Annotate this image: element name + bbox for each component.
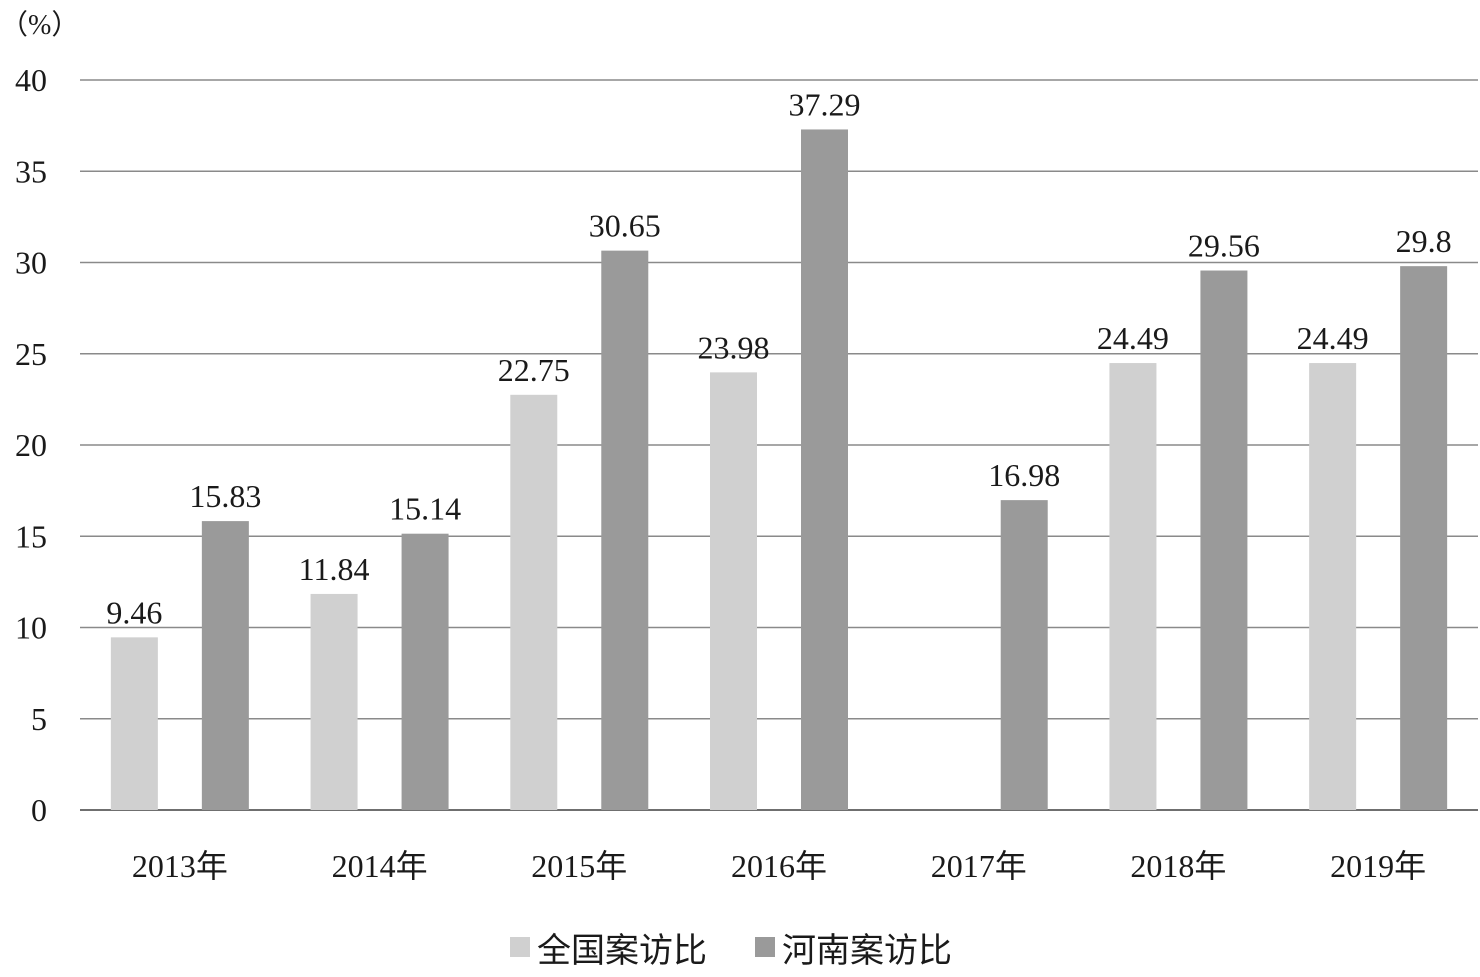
y-tick-label: 20: [15, 427, 47, 463]
bar-national-2015: [510, 394, 558, 810]
bar-henan-2019: [1400, 266, 1448, 810]
y-tick-label: 40: [15, 62, 47, 98]
x-category-label: 2017年: [931, 848, 1027, 884]
data-label: 22.75: [498, 352, 570, 388]
gridlines: [80, 79, 1478, 811]
y-unit-label: （%）: [0, 9, 79, 41]
y-tick-label: 10: [15, 610, 47, 646]
x-category-label: 2016年: [731, 848, 827, 884]
legend-swatch-henan: [755, 937, 775, 957]
data-label: 29.8: [1396, 223, 1452, 259]
data-label: 30.65: [589, 208, 661, 244]
bars: [110, 129, 1448, 810]
bar-henan-2014: [401, 533, 449, 810]
legend-label-national: 全国案访比: [537, 932, 707, 970]
y-tick-label: 25: [15, 336, 47, 372]
data-label: 15.14: [389, 491, 461, 527]
data-label: 24.49: [1097, 320, 1169, 356]
x-category-label: 2014年: [332, 848, 428, 884]
bar-national-2018: [1109, 363, 1157, 810]
legend-label-henan: 河南案访比: [782, 932, 952, 970]
bar-henan-2018: [1200, 270, 1248, 810]
x-category-label: 2013年: [132, 848, 228, 884]
data-label: 15.83: [189, 478, 261, 514]
data-label: 29.56: [1188, 228, 1260, 264]
y-tick-label: 35: [15, 153, 47, 189]
x-category-label: 2018年: [1130, 848, 1226, 884]
data-label: 37.29: [789, 86, 861, 122]
y-tick-label: 5: [31, 701, 47, 737]
x-category-label: 2015年: [531, 848, 627, 884]
data-label: 23.98: [698, 329, 770, 365]
data-label: 9.46: [106, 594, 162, 630]
bar-henan-2017: [1000, 500, 1048, 810]
y-axis-ticks: 0 5 10 15 20 25 30 35 40: [15, 62, 47, 828]
legend: 全国案访比 河南案访比: [510, 932, 952, 970]
y-tick-label: 15: [15, 518, 47, 554]
bar-national-2016: [710, 372, 757, 810]
legend-swatch-national: [510, 937, 530, 957]
bar-henan-2016: [801, 129, 848, 810]
bar-national-2019: [1309, 363, 1357, 810]
x-axis-labels: 2013年 2014年 2015年 2016年 2017年 2018年 2019年: [132, 848, 1426, 884]
data-label: 16.98: [988, 457, 1060, 493]
bar-national-2014: [310, 593, 358, 810]
y-tick-label: 30: [15, 245, 47, 281]
bar-henan-2015: [601, 250, 649, 810]
x-category-label: 2019年: [1330, 848, 1426, 884]
data-labels: 9.46 15.83 11.84 15.14 22.75 30.65 23.98 37.29 1…: [106, 86, 1451, 630]
data-label: 24.49: [1297, 320, 1369, 356]
bar-henan-2013: [201, 521, 249, 810]
data-label: 11.84: [299, 551, 370, 587]
bar-national-2013: [110, 637, 158, 810]
y-tick-label: 0: [31, 792, 47, 828]
